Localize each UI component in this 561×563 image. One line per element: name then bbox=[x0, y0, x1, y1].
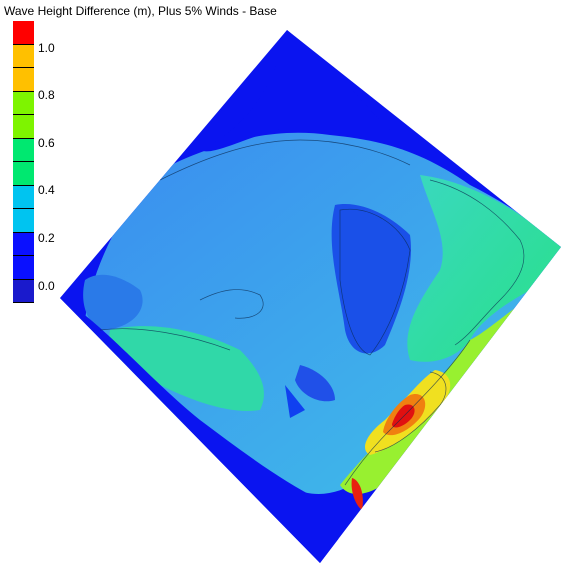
legend-swatch-teal bbox=[13, 138, 34, 162]
contour-lines bbox=[99, 139, 525, 486]
green-region-left bbox=[109, 326, 264, 411]
legend-label-0-2: 0.2 bbox=[38, 231, 55, 245]
legend-swatch-green bbox=[13, 91, 34, 115]
blue-patch-center bbox=[331, 204, 411, 354]
legend-swatch-red bbox=[13, 21, 34, 45]
legend-label-1-0: 1.0 bbox=[38, 41, 55, 55]
red-hotspot-bottom bbox=[351, 478, 363, 510]
top-blue-region bbox=[200, 30, 390, 152]
legend-swatch-dark-blue bbox=[13, 279, 34, 303]
legend-label-0-0: 0.0 bbox=[38, 279, 55, 293]
legend-swatch-cyan-2 bbox=[13, 209, 34, 233]
left-blue-fringe bbox=[83, 274, 143, 330]
legend-swatch-blue-2 bbox=[13, 256, 34, 280]
legend-label-0-8: 0.8 bbox=[38, 88, 55, 102]
red-hotspot bbox=[392, 404, 415, 428]
legend-label-0-4: 0.4 bbox=[38, 183, 55, 197]
legend-swatch-green-2 bbox=[13, 115, 34, 139]
legend-swatch-blue bbox=[13, 232, 34, 256]
legend-label-0-6: 0.6 bbox=[38, 136, 55, 150]
color-legend bbox=[13, 21, 34, 303]
legend-swatch-cyan bbox=[13, 185, 34, 209]
legend-swatch-orange bbox=[13, 44, 34, 68]
green-region bbox=[407, 175, 561, 362]
legend-swatch-teal-2 bbox=[13, 162, 34, 186]
legend-swatch-yellow-green bbox=[13, 68, 34, 92]
blue-patch-tri bbox=[285, 385, 305, 418]
map-title: Wave Height Difference (m), Plus 5% Wind… bbox=[4, 4, 277, 18]
blue-patch-small bbox=[295, 365, 335, 402]
